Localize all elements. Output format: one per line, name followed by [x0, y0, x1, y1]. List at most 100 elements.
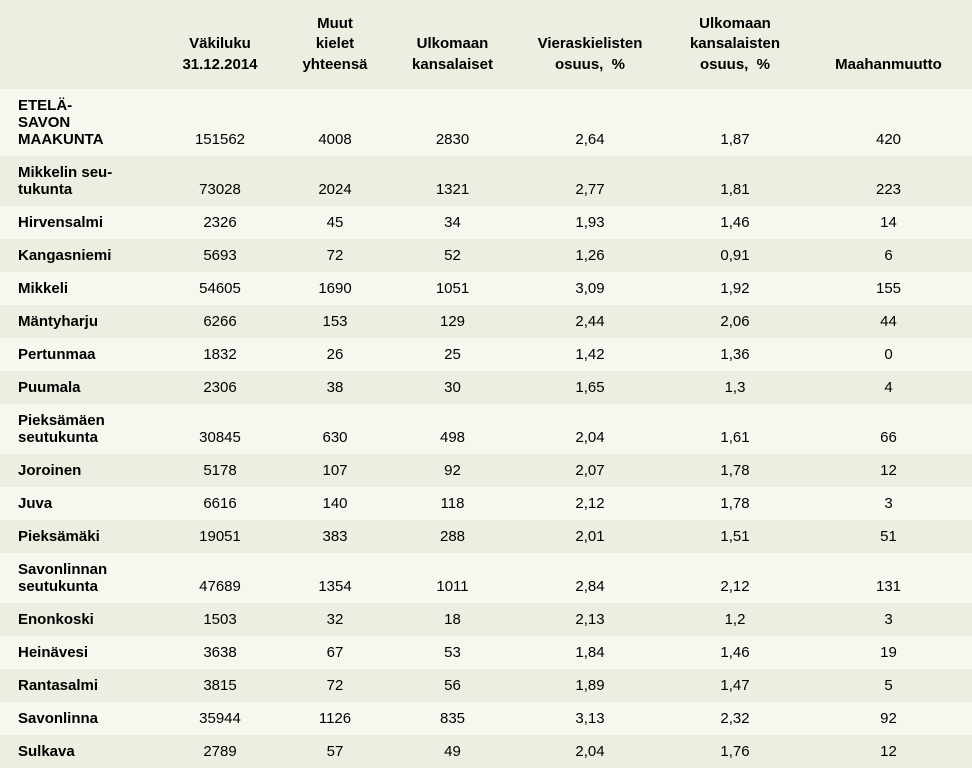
cell-pop: 5693 [160, 239, 280, 272]
cell-name: Mikkelin seu-tukunta [0, 156, 160, 206]
cell-immig: 4 [805, 371, 972, 404]
cell-foreign: 25 [390, 338, 515, 371]
table-row: Pieksämäki190513832882,011,5151 [0, 520, 972, 553]
cell-pctlang: 2,12 [515, 487, 665, 520]
cell-langs: 1126 [280, 702, 390, 735]
cell-pctlang: 2,64 [515, 89, 665, 156]
cell-foreign: 49 [390, 735, 515, 768]
table-row: Heinävesi363867531,841,4619 [0, 636, 972, 669]
cell-langs: 107 [280, 454, 390, 487]
cell-langs: 38 [280, 371, 390, 404]
col-header-pop: Väkiluku31.12.2014 [160, 0, 280, 89]
cell-pctfor: 1,81 [665, 156, 805, 206]
cell-immig: 155 [805, 272, 972, 305]
cell-name: Rantasalmi [0, 669, 160, 702]
table-row: Enonkoski150332182,131,23 [0, 603, 972, 636]
cell-langs: 153 [280, 305, 390, 338]
cell-immig: 19 [805, 636, 972, 669]
cell-pop: 47689 [160, 553, 280, 603]
cell-foreign: 835 [390, 702, 515, 735]
cell-pop: 73028 [160, 156, 280, 206]
cell-langs: 72 [280, 669, 390, 702]
table-row: Hirvensalmi232645341,931,4614 [0, 206, 972, 239]
cell-pop: 3638 [160, 636, 280, 669]
cell-pctfor: 1,46 [665, 636, 805, 669]
cell-pop: 35944 [160, 702, 280, 735]
cell-foreign: 118 [390, 487, 515, 520]
cell-name: Hirvensalmi [0, 206, 160, 239]
cell-name: Enonkoski [0, 603, 160, 636]
cell-immig: 5 [805, 669, 972, 702]
col-header-langs: Muutkieletyhteensä [280, 0, 390, 89]
col-header-immig: Maahanmuutto [805, 0, 972, 89]
cell-pop: 30845 [160, 404, 280, 454]
cell-immig: 3 [805, 603, 972, 636]
cell-pctfor: 2,06 [665, 305, 805, 338]
cell-pctlang: 2,04 [515, 735, 665, 768]
cell-pctfor: 1,2 [665, 603, 805, 636]
cell-pctlang: 2,07 [515, 454, 665, 487]
cell-pctlang: 2,13 [515, 603, 665, 636]
cell-pctlang: 1,26 [515, 239, 665, 272]
cell-pop: 3815 [160, 669, 280, 702]
cell-name: Joroinen [0, 454, 160, 487]
col-header-name [0, 0, 160, 89]
cell-pctfor: 1,3 [665, 371, 805, 404]
cell-immig: 51 [805, 520, 972, 553]
table-row: Savonlinnanseutukunta47689135410112,842,… [0, 553, 972, 603]
cell-pop: 1503 [160, 603, 280, 636]
cell-pctlang: 2,44 [515, 305, 665, 338]
cell-pctlang: 1,65 [515, 371, 665, 404]
col-header-pctfor: Ulkomaankansalaistenosuus, % [665, 0, 805, 89]
table-body: ETELÄ-SAVON MAAKUNTA151562400828302,641,… [0, 89, 972, 768]
cell-pctlang: 2,84 [515, 553, 665, 603]
cell-name: Pieksämäki [0, 520, 160, 553]
cell-pop: 54605 [160, 272, 280, 305]
cell-name: Pieksämäenseutukunta [0, 404, 160, 454]
cell-immig: 14 [805, 206, 972, 239]
cell-pop: 2789 [160, 735, 280, 768]
table-row: Pertunmaa183226251,421,360 [0, 338, 972, 371]
cell-pctlang: 1,84 [515, 636, 665, 669]
col-header-foreign: Ulkomaankansalaiset [390, 0, 515, 89]
cell-immig: 420 [805, 89, 972, 156]
cell-immig: 12 [805, 735, 972, 768]
cell-pctfor: 1,78 [665, 487, 805, 520]
cell-langs: 57 [280, 735, 390, 768]
cell-name: Mäntyharju [0, 305, 160, 338]
cell-langs: 72 [280, 239, 390, 272]
cell-immig: 3 [805, 487, 972, 520]
cell-name: Juva [0, 487, 160, 520]
cell-pctlang: 3,09 [515, 272, 665, 305]
cell-immig: 44 [805, 305, 972, 338]
cell-langs: 630 [280, 404, 390, 454]
population-table-wrap: Väkiluku31.12.2014MuutkieletyhteensäUlko… [0, 0, 972, 768]
cell-langs: 26 [280, 338, 390, 371]
cell-name: Heinävesi [0, 636, 160, 669]
cell-pctlang: 2,01 [515, 520, 665, 553]
table-row: Kangasniemi569372521,260,916 [0, 239, 972, 272]
cell-immig: 223 [805, 156, 972, 206]
cell-langs: 1354 [280, 553, 390, 603]
table-row: Mikkeli54605169010513,091,92155 [0, 272, 972, 305]
table-header: Väkiluku31.12.2014MuutkieletyhteensäUlko… [0, 0, 972, 89]
cell-pop: 6266 [160, 305, 280, 338]
cell-pop: 2306 [160, 371, 280, 404]
cell-pctfor: 2,12 [665, 553, 805, 603]
cell-immig: 131 [805, 553, 972, 603]
cell-immig: 66 [805, 404, 972, 454]
table-row: Juva66161401182,121,783 [0, 487, 972, 520]
cell-langs: 45 [280, 206, 390, 239]
cell-pctlang: 3,13 [515, 702, 665, 735]
cell-immig: 92 [805, 702, 972, 735]
cell-langs: 32 [280, 603, 390, 636]
population-table: Väkiluku31.12.2014MuutkieletyhteensäUlko… [0, 0, 972, 768]
cell-pop: 5178 [160, 454, 280, 487]
cell-pctlang: 2,04 [515, 404, 665, 454]
cell-name: Sulkava [0, 735, 160, 768]
cell-foreign: 129 [390, 305, 515, 338]
cell-foreign: 18 [390, 603, 515, 636]
cell-pctlang: 2,77 [515, 156, 665, 206]
cell-pctfor: 1,46 [665, 206, 805, 239]
cell-foreign: 1321 [390, 156, 515, 206]
